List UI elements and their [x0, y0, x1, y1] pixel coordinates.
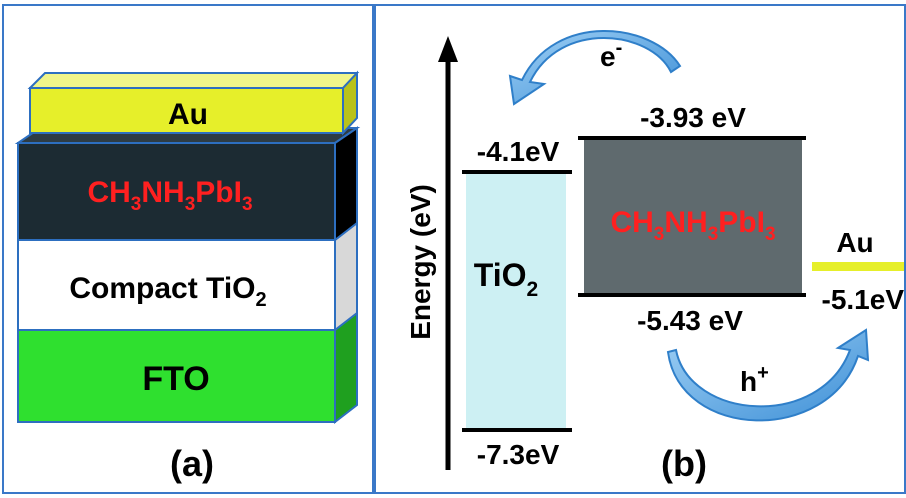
au-level-bar: [812, 262, 904, 271]
panel-a-label: (a): [170, 443, 214, 484]
electron-label: e-: [600, 37, 622, 72]
perovskite-layer: CH3NH3PbI3: [14, 126, 361, 243]
fto-layer: FTO: [17, 310, 358, 425]
perovskite-band: [578, 136, 806, 297]
tio2-top-level: -4.1eV: [477, 136, 560, 167]
electron-transfer-arrow: [508, 30, 682, 106]
perovskite-band-label: CH3NH3PbI3: [610, 206, 775, 245]
device-stack: FTO Compact TiO2 CH3NH3PbI3 Au: [14, 70, 361, 425]
au-layer: Au: [27, 70, 360, 136]
perovskite-top-level: -3.93 eV: [640, 102, 746, 133]
compact-tio2-layer: Compact TiO2: [17, 220, 358, 333]
hole-label: h+: [740, 362, 769, 397]
au-layer-label: Au: [168, 98, 208, 131]
perovskite-bottom-level: -5.43 eV: [637, 305, 743, 336]
hole-transfer-arrow: [666, 328, 870, 422]
au-level-label: Au: [836, 227, 873, 258]
tio2-label: TiO2: [474, 257, 538, 301]
energy-axis: [438, 36, 458, 470]
panel-a-frame: [2, 4, 374, 494]
energy-axis-label: Energy (eV): [405, 184, 436, 340]
compact-tio2-label: Compact TiO2: [69, 272, 266, 311]
panel-b-label: (b): [661, 443, 707, 484]
tio2-bottom-level: -7.3eV: [477, 439, 560, 470]
au-level-value: -5.1eV: [822, 284, 905, 315]
panel-b-frame: [374, 4, 906, 494]
fto-label: FTO: [142, 360, 209, 398]
perovskite-layer-label: CH3NH3PbI3: [87, 176, 252, 215]
tio2-band: [462, 170, 572, 432]
